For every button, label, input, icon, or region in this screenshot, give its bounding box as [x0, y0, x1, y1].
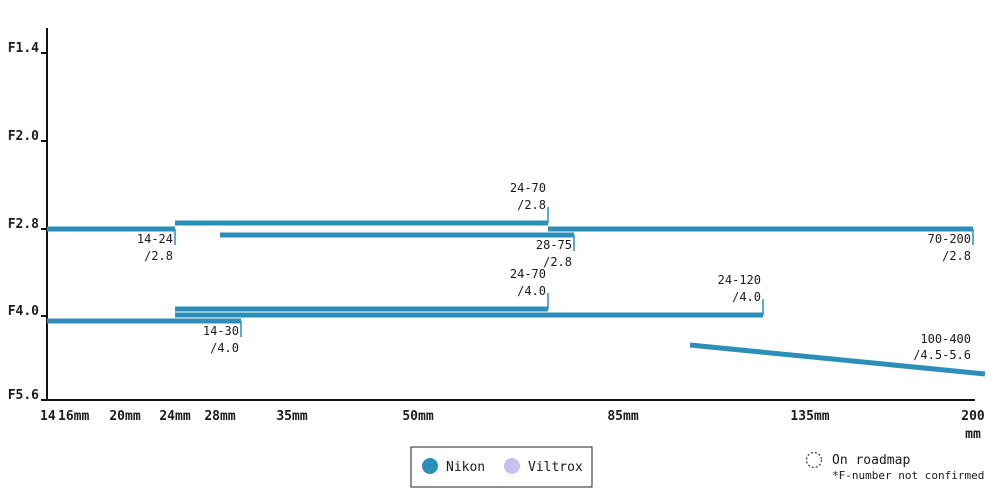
lens-range-label: 100-400	[920, 332, 971, 346]
x-tick-label: 14	[40, 409, 56, 424]
roadmap-icon	[805, 451, 823, 469]
legend-swatch-nikon	[422, 458, 438, 474]
lens-aperture-label: /4.0	[210, 341, 239, 355]
lens-range-label: 70-200	[928, 232, 971, 246]
x-tick-label: 28mm	[204, 409, 235, 424]
roadmap-label: On roadmap	[832, 453, 910, 468]
lens-labels: 14-24/2.824-70/2.828-75/2.870-200/2.824-…	[137, 181, 971, 362]
y-tick-label: F1.4	[8, 41, 39, 56]
lens-aperture-label: /2.8	[543, 255, 572, 269]
lens-range-label: 28-75	[536, 238, 572, 252]
x-tick-label: 135mm	[790, 409, 829, 424]
legend-box	[410, 446, 593, 488]
x-tick-label: 24mm	[159, 409, 190, 424]
lens-bar-100-400	[689, 342, 986, 377]
lens-aperture-label: /4.5-5.6	[913, 348, 971, 362]
lens-aperture-label: /4.0	[517, 284, 546, 298]
x-tick-label: 35mm	[276, 409, 307, 424]
lens-range-label: 24-70	[510, 267, 546, 281]
lens-range-label: 14-24	[137, 232, 173, 246]
lens-bars	[47, 207, 986, 377]
legend-label-viltrox: Viltrox	[528, 460, 583, 475]
y-tick-label: F4.0	[8, 304, 39, 319]
lens-range-label: 24-70	[510, 181, 546, 195]
lens-aperture-label: /2.8	[517, 198, 546, 212]
y-tick-label: F5.6	[8, 388, 39, 403]
lens-range-label: 14-30	[203, 324, 239, 338]
lens-aperture-label: /2.8	[942, 249, 971, 263]
axes: F1.4 F2.0 F2.8 F4.0 F5.614 16mm 20mm 24mm 28mm 35…	[8, 28, 985, 442]
roadmap-note: *F-number not confirmed	[832, 469, 984, 482]
lens-aperture-label: /2.8	[144, 249, 173, 263]
x-tick-label: 20mm	[109, 409, 140, 424]
y-tick-label: F2.0	[8, 129, 39, 144]
lens-aperture-label: /4.0	[732, 290, 761, 304]
x-tick-label: 85mm	[607, 409, 638, 424]
legend-label-nikon: Nikon	[446, 460, 485, 475]
lens-range-label: 24-120	[718, 273, 761, 287]
x-tick-label: 50mm	[402, 409, 433, 424]
x-tick-label: 200	[961, 409, 985, 424]
legend-swatch-viltrox	[504, 458, 520, 474]
x-tick-label: 16mm	[58, 409, 89, 424]
legend: Nikon Viltrox On roadmap *F-number not c…	[410, 446, 984, 488]
y-tick-label: F2.8	[8, 217, 39, 232]
x-tick-unit: mm	[965, 427, 981, 442]
